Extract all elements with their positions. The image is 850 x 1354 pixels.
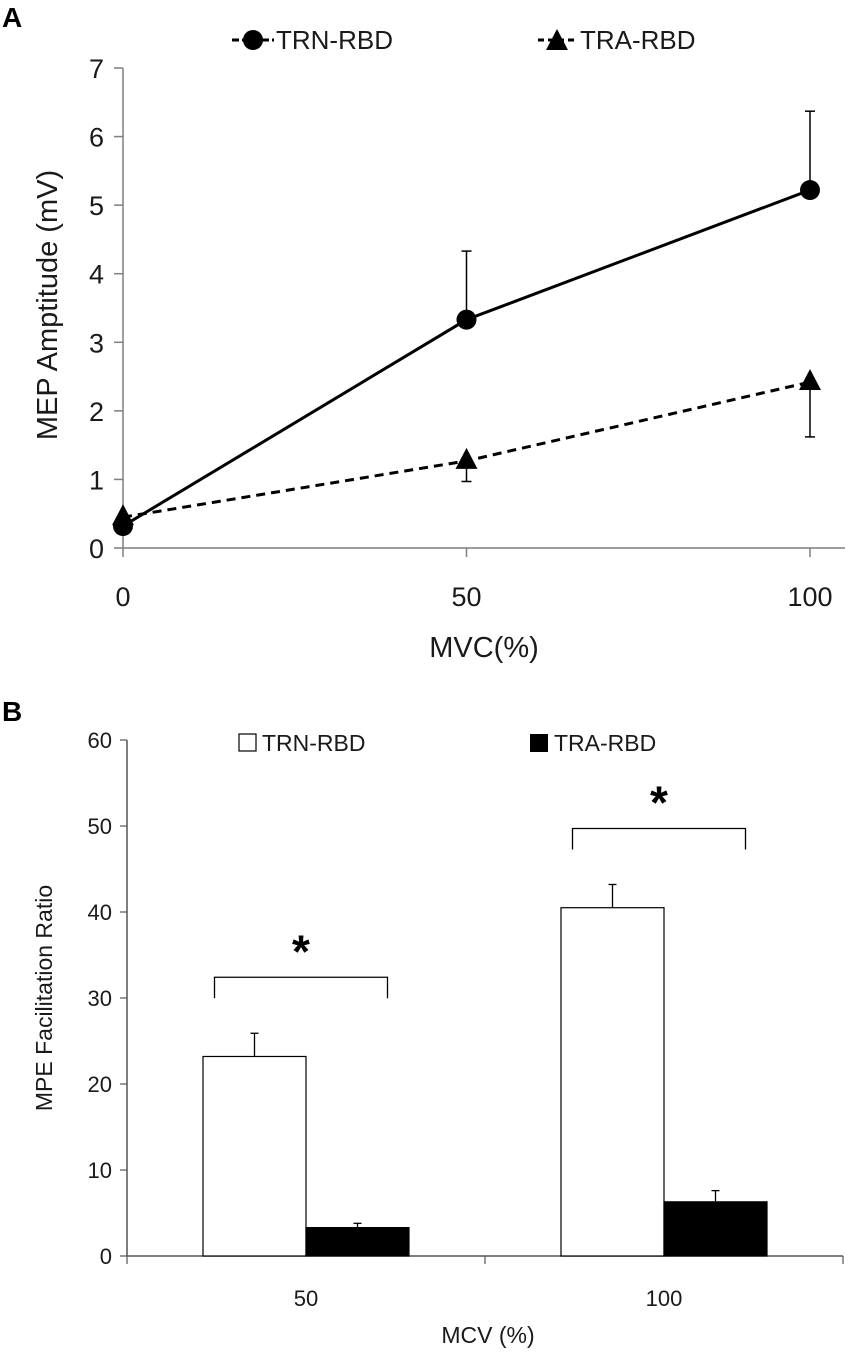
panel-a-y-axis-title: MEP Amptitude (mV)	[32, 170, 64, 440]
tra-rbd-bar	[305, 1227, 410, 1257]
panel-b-bars	[202, 883, 768, 1257]
legend-tra-label-b: TRA-RBD	[554, 730, 656, 756]
panel-a-markers	[112, 180, 821, 537]
x-tick-label: 0	[115, 582, 130, 612]
tra-rbd-point	[799, 369, 821, 391]
panel-a-legend: TRN-RBD TRA-RBD	[232, 25, 696, 55]
panel-a-x-axis-title: MVC(%)	[429, 632, 539, 664]
panel-a-letter: A	[2, 2, 22, 33]
trn-rbd-point	[456, 309, 477, 330]
panel-a: A TRN-RBD TRA-RBD 0 1 2 3 4 5 6 7 0 50 100 MVC(%)…	[2, 2, 845, 664]
y-tick-label: 5	[89, 191, 104, 221]
y-tick-label: 3	[89, 328, 104, 358]
tra-rbd-bar	[663, 1201, 768, 1257]
y-tick-label: 4	[89, 260, 104, 290]
panel-b-y-axis-title: MPE Facilitation Ratio	[31, 885, 57, 1111]
panel-b-x-axis-title: MCV (%)	[441, 1322, 534, 1348]
tra-rbd-point	[455, 447, 478, 469]
panel-b-significance: **	[213, 776, 747, 999]
significance-bracket	[213, 976, 389, 999]
panel-b-y-ticks: 0 10 20 30 40 50 60	[88, 728, 127, 1269]
panel-b-letter: B	[2, 696, 22, 727]
legend-triangle-marker-icon	[546, 29, 568, 50]
legend-black-swatch	[530, 734, 548, 752]
y-tick-label: 2	[89, 397, 104, 427]
x-tick-label: 100	[646, 1286, 683, 1311]
trn-rbd-point	[113, 516, 133, 537]
legend-white-swatch	[238, 733, 257, 752]
legend-tra-label: TRA-RBD	[580, 25, 696, 55]
y-tick-label: 0	[89, 534, 104, 564]
y-tick-label: 60	[88, 728, 112, 753]
panel-b-x-ticks: 50 100	[126, 1256, 844, 1311]
legend-trn-label: TRN-RBD	[276, 25, 393, 55]
significance-bracket	[571, 827, 747, 850]
x-tick-label: 100	[787, 582, 832, 612]
y-tick-label: 30	[88, 986, 112, 1011]
panel-b-legend: TRN-RBD TRA-RBD	[238, 730, 656, 756]
trn-rbd-bar	[202, 1055, 307, 1257]
legend-trn-label-b: TRN-RBD	[262, 730, 366, 756]
y-tick-label: 6	[89, 123, 104, 153]
significance-asterisk: *	[292, 925, 310, 977]
x-tick-label: 50	[451, 582, 481, 612]
panel-a-error-bars	[461, 110, 815, 483]
y-tick-label: 1	[89, 465, 104, 495]
trn-rbd-bar	[560, 907, 665, 1257]
legend-circle-marker-icon	[243, 30, 263, 50]
panel-a-x-ticks: 0 50 100	[115, 548, 833, 612]
x-tick-label: 50	[294, 1286, 318, 1311]
y-tick-label: 0	[100, 1244, 112, 1269]
trn-rbd-point	[800, 180, 820, 201]
y-tick-label: 50	[88, 814, 112, 839]
y-tick-label: 7	[89, 54, 104, 84]
significance-asterisk: *	[650, 776, 668, 828]
panel-a-y-ticks: 0 1 2 3 4 5 6 7	[89, 54, 123, 564]
y-tick-label: 40	[88, 900, 112, 925]
y-tick-label: 20	[88, 1072, 112, 1097]
y-tick-label: 10	[88, 1158, 112, 1183]
